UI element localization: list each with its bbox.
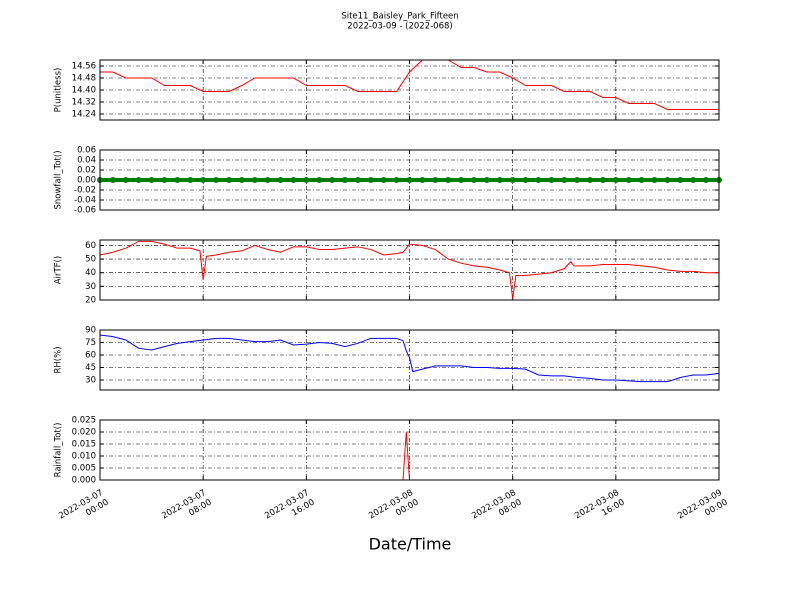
y-axis-label: AirTF() xyxy=(54,256,64,284)
y-tick-label: 60 xyxy=(85,241,96,251)
data-point xyxy=(509,177,516,183)
data-point xyxy=(599,177,606,183)
data-point xyxy=(638,177,645,183)
data-point xyxy=(445,177,452,183)
y-tick-label: 14.40 xyxy=(72,86,96,96)
data-point xyxy=(470,177,477,183)
data-point xyxy=(548,177,555,183)
data-point xyxy=(432,177,439,183)
data-line xyxy=(100,59,719,110)
data-point xyxy=(303,177,310,183)
data-point xyxy=(161,177,168,183)
data-point xyxy=(174,177,181,183)
chart-title: Site11_Baisley_Park_Fifteen xyxy=(341,12,458,22)
y-axis-label: Rainfall_Tot() xyxy=(54,423,64,478)
y-tick-label: -0.02 xyxy=(74,186,96,196)
data-line xyxy=(99,334,720,383)
data-point xyxy=(251,177,258,183)
plot-frame xyxy=(99,239,720,301)
plot-frame xyxy=(99,149,720,211)
data-point xyxy=(148,177,155,183)
y-tick-label: 30 xyxy=(85,376,96,386)
y-tick-label: 90 xyxy=(85,326,96,336)
y-tick-label: 0.02 xyxy=(77,166,96,176)
data-point xyxy=(664,177,671,183)
data-point xyxy=(277,177,284,183)
data-point xyxy=(587,177,594,183)
data-point xyxy=(213,177,220,183)
data-point xyxy=(135,177,142,183)
data-point xyxy=(200,177,207,183)
data-point xyxy=(290,177,297,183)
data-point xyxy=(561,177,568,183)
data-point xyxy=(625,177,632,183)
data-point xyxy=(238,177,245,183)
y-tick-label: 45 xyxy=(85,363,96,373)
y-axis-label: P(unitless) xyxy=(54,68,64,113)
data-point xyxy=(406,177,413,183)
y-tick-label: 0.000 xyxy=(72,476,96,486)
y-tick-label: -0.04 xyxy=(74,196,96,206)
y-tick-label: 14.24 xyxy=(72,110,96,120)
data-point xyxy=(522,177,529,183)
y-tick-label: 0.06 xyxy=(77,146,96,156)
y-tick-label: 40 xyxy=(85,268,96,278)
data-point xyxy=(651,177,658,183)
y-tick-label: 75 xyxy=(85,338,96,348)
chart-subtitle: 2022-03-09 - (2022-068) xyxy=(347,22,452,32)
y-tick-label: 14.56 xyxy=(72,62,96,72)
y-tick-label: 0.005 xyxy=(72,464,96,474)
plot-frame xyxy=(99,59,720,121)
data-point xyxy=(316,177,323,183)
data-point xyxy=(535,177,542,183)
data-point xyxy=(354,177,361,183)
plot-frame xyxy=(99,419,720,481)
y-tick-label: 14.48 xyxy=(72,74,96,84)
data-point xyxy=(612,177,619,183)
y-tick-label: 60 xyxy=(85,351,96,361)
data-point xyxy=(225,177,232,183)
y-tick-label: 0.010 xyxy=(72,452,96,462)
data-point xyxy=(574,177,581,183)
y-tick-label: -0.06 xyxy=(74,206,96,216)
data-point xyxy=(393,177,400,183)
y-axis-label: Snowfall_Tot() xyxy=(54,150,64,209)
data-point xyxy=(329,177,336,183)
y-tick-label: 50 xyxy=(85,255,96,265)
data-point xyxy=(122,177,129,183)
data-point xyxy=(419,177,426,183)
data-point xyxy=(367,177,374,183)
x-axis-label: Date/Time xyxy=(369,535,452,554)
data-point xyxy=(187,177,194,183)
y-axis-label: RH(%) xyxy=(54,346,64,373)
data-point xyxy=(483,177,490,183)
data-point xyxy=(109,177,116,183)
data-point xyxy=(690,177,697,183)
y-tick-label: 0.015 xyxy=(72,440,96,450)
data-point xyxy=(342,177,349,183)
y-tick-label: 20 xyxy=(85,296,96,306)
y-tick-label: 0.04 xyxy=(77,156,96,166)
data-point xyxy=(458,177,465,183)
y-tick-label: 14.32 xyxy=(72,98,96,108)
data-point xyxy=(496,177,503,183)
data-point xyxy=(264,177,271,183)
plot-frame xyxy=(99,329,720,391)
data-point xyxy=(703,177,710,183)
data-line xyxy=(99,240,719,299)
data-point xyxy=(380,177,387,183)
y-tick-label: 0.00 xyxy=(77,176,96,186)
y-tick-label: 30 xyxy=(85,282,96,292)
data-point xyxy=(677,177,684,183)
y-tick-label: 0.020 xyxy=(72,428,96,438)
y-tick-label: 0.025 xyxy=(72,416,96,426)
